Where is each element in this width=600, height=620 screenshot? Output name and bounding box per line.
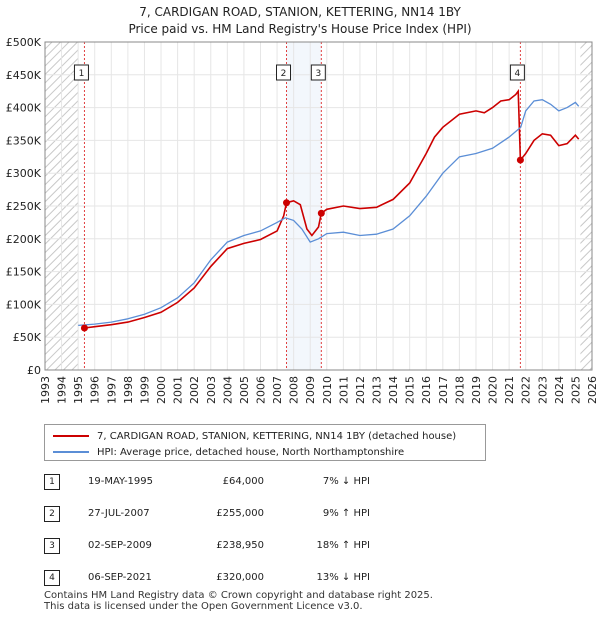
x-tick-label: 2025 bbox=[569, 376, 582, 404]
footer-line-1: Contains HM Land Registry data © Crown c… bbox=[44, 590, 433, 601]
transaction-row: 1 19-MAY-1995 £64,000 7% ↓ HPI bbox=[44, 474, 404, 490]
x-tick-label: 2000 bbox=[155, 376, 168, 404]
legend-label-property: 7, CARDIGAN ROAD, STANION, KETTERING, NN… bbox=[97, 430, 457, 442]
transaction-date: 02-SEP-2009 bbox=[88, 540, 152, 551]
y-tick-label: £500K bbox=[6, 36, 42, 49]
marker-box bbox=[276, 64, 292, 81]
y-tick-label: £200K bbox=[6, 233, 42, 246]
x-tick-label: 2004 bbox=[221, 376, 234, 404]
x-tick-label: 2021 bbox=[503, 376, 516, 404]
x-tick-label: 2006 bbox=[254, 376, 267, 404]
x-tick-label: 2026 bbox=[586, 376, 599, 404]
y-tick-label: £300K bbox=[6, 167, 42, 180]
transaction-hpi: 7% ↓ HPI bbox=[322, 476, 370, 487]
transaction-row: 3 02-SEP-2009 £238,950 18% ↑ HPI bbox=[44, 538, 404, 554]
sale-point bbox=[516, 156, 524, 164]
transaction-date: 19-MAY-1995 bbox=[88, 476, 154, 487]
transaction-hpi: 13% ↓ HPI bbox=[316, 572, 370, 583]
x-tick-label: 2011 bbox=[337, 376, 350, 404]
y-tick-label: £0 bbox=[27, 364, 41, 377]
y-axis-ticks: £0 £50K £100K £150K £200K £250K £300K £350K £400… bbox=[6, 36, 42, 377]
transaction-number: 3 bbox=[44, 538, 60, 554]
x-tick-label: 2014 bbox=[387, 376, 400, 404]
x-tick-label: 1997 bbox=[105, 376, 118, 404]
marker-box bbox=[310, 64, 326, 81]
x-tick-label: 2007 bbox=[271, 376, 284, 404]
legend-label-hpi: HPI: Average price, detached house, Nort… bbox=[97, 446, 405, 458]
x-tick-label: 1994 bbox=[56, 376, 69, 404]
legend-swatch-hpi bbox=[53, 451, 89, 453]
y-tick-label: £450K bbox=[6, 69, 42, 82]
x-tick-label: 1993 bbox=[39, 376, 52, 404]
footer-line-2: This data is licensed under the Open Gov… bbox=[44, 601, 363, 612]
x-tick-label: 1995 bbox=[72, 376, 85, 404]
x-tick-label: 2013 bbox=[371, 376, 384, 404]
y-tick-label: £150K bbox=[6, 266, 42, 279]
transaction-price: £255,000 bbox=[216, 508, 264, 519]
sale-point bbox=[283, 199, 291, 207]
marker-box bbox=[73, 64, 89, 81]
footer: Contains HM Land Registry data © Crown c… bbox=[44, 590, 433, 612]
marker-box-label: 3 bbox=[315, 69, 321, 79]
x-tick-label: 2024 bbox=[553, 376, 566, 404]
legend-item-property: 7, CARDIGAN ROAD, STANION, KETTERING, NN… bbox=[53, 429, 456, 443]
price-chart: 1 2 3 4 £0 £50K £100K £150K £200K £250K £300K £350… bbox=[6, 36, 599, 404]
marker-box bbox=[509, 64, 525, 81]
x-tick-label: 2018 bbox=[453, 376, 466, 404]
legend-item-hpi: HPI: Average price, detached house, Nort… bbox=[53, 445, 404, 459]
y-tick-label: £250K bbox=[6, 200, 42, 213]
marker-box-label: 2 bbox=[281, 69, 287, 79]
x-tick-label: 1999 bbox=[138, 376, 151, 404]
x-tick-label: 2016 bbox=[420, 376, 433, 404]
x-tick-label: 2008 bbox=[288, 376, 301, 404]
x-tick-label: 2020 bbox=[487, 376, 500, 404]
transaction-row: 4 06-SEP-2021 £320,000 13% ↓ HPI bbox=[44, 570, 404, 586]
x-tick-label: 1998 bbox=[122, 376, 135, 404]
x-tick-label: 2015 bbox=[404, 376, 417, 404]
x-tick-label: 2002 bbox=[188, 376, 201, 404]
transaction-row: 2 27-JUL-2007 £255,000 9% ↑ HPI bbox=[44, 506, 404, 522]
title-line-2: Price paid vs. HM Land Registry's House … bbox=[128, 22, 472, 36]
x-tick-label: 2022 bbox=[520, 376, 533, 404]
y-tick-label: £100K bbox=[6, 298, 42, 311]
x-tick-label: 1996 bbox=[89, 376, 102, 404]
marker-box-label: 4 bbox=[515, 69, 521, 79]
x-tick-label: 2017 bbox=[437, 376, 450, 404]
x-tick-label: 2010 bbox=[321, 376, 334, 404]
marker-labels: 1 2 3 4 bbox=[73, 64, 525, 81]
y-tick-label: £350K bbox=[6, 134, 42, 147]
hpi-line bbox=[78, 99, 580, 327]
x-tick-label: 2001 bbox=[172, 376, 185, 404]
x-tick-label: 2023 bbox=[536, 376, 549, 404]
x-tick-label: 2019 bbox=[470, 376, 483, 404]
title-line-1: 7, CARDIGAN ROAD, STANION, KETTERING, NN… bbox=[139, 5, 461, 19]
x-tick-label: 2012 bbox=[354, 376, 367, 404]
transaction-hpi: 18% ↑ HPI bbox=[316, 540, 370, 551]
x-tick-label: 2005 bbox=[238, 376, 251, 404]
transaction-hpi: 9% ↑ HPI bbox=[322, 508, 370, 519]
marker-box-label: 1 bbox=[79, 69, 85, 79]
transaction-date: 06-SEP-2021 bbox=[88, 572, 152, 583]
transaction-price: £64,000 bbox=[222, 476, 264, 487]
y-tick-label: £400K bbox=[6, 102, 42, 115]
transaction-date: 27-JUL-2007 bbox=[88, 508, 150, 519]
x-tick-label: 2003 bbox=[205, 376, 218, 404]
transaction-number: 2 bbox=[44, 506, 60, 522]
y-tick-label: £50K bbox=[13, 331, 42, 344]
transaction-number: 4 bbox=[44, 570, 60, 586]
sale-point bbox=[80, 324, 88, 332]
transaction-price: £320,000 bbox=[216, 572, 264, 583]
plot-frame bbox=[44, 41, 593, 371]
transaction-price: £238,950 bbox=[216, 540, 264, 551]
sale-points bbox=[80, 156, 524, 332]
chart-title: 7, CARDIGAN ROAD, STANION, KETTERING, NN… bbox=[0, 4, 600, 38]
legend: 7, CARDIGAN ROAD, STANION, KETTERING, NN… bbox=[44, 424, 486, 461]
transaction-number: 1 bbox=[44, 474, 60, 490]
sale-point bbox=[317, 209, 325, 217]
x-tick-label: 2009 bbox=[304, 376, 317, 404]
x-axis-ticks: 1993 1994 1995 1996 1997 1998 1999 2000 2001 2002… bbox=[39, 376, 599, 404]
legend-swatch-property bbox=[53, 435, 89, 437]
